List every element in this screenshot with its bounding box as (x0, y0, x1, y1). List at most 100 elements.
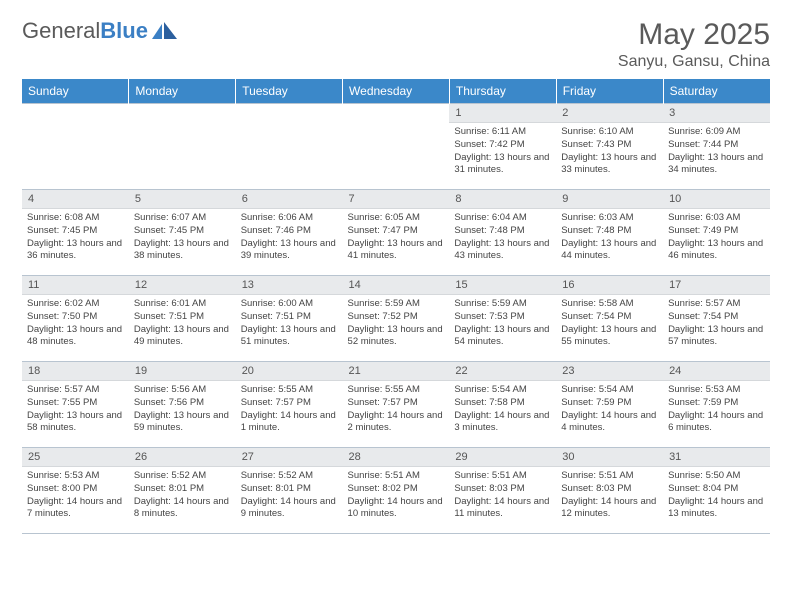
daylight-label: Daylight: (454, 496, 491, 507)
sunset-label: Sunset: (27, 311, 59, 322)
day-header: Tuesday (236, 79, 343, 104)
sunrise-label: Sunrise: (348, 212, 383, 223)
calendar-cell: .. (22, 104, 129, 190)
sunrise-label: Sunrise: (348, 470, 383, 481)
calendar-cell: 29Sunrise: 5:51 AMSunset: 8:03 PMDayligh… (449, 448, 556, 534)
calendar-cell: .. (343, 104, 450, 190)
sunrise-label: Sunrise: (454, 126, 489, 137)
sunrise-label: Sunrise: (27, 212, 62, 223)
daylight-label: Daylight: (241, 496, 278, 507)
day-number: 20 (236, 362, 343, 381)
calendar-cell: 1Sunrise: 6:11 AMSunset: 7:42 PMDaylight… (449, 104, 556, 190)
calendar-cell: 5Sunrise: 6:07 AMSunset: 7:45 PMDaylight… (129, 190, 236, 276)
calendar-cell: 2Sunrise: 6:10 AMSunset: 7:43 PMDaylight… (556, 104, 663, 190)
sunrise-label: Sunrise: (668, 212, 703, 223)
calendar-cell: 17Sunrise: 5:57 AMSunset: 7:54 PMDayligh… (663, 276, 770, 362)
daylight-label: Daylight: (348, 496, 385, 507)
day-number: 28 (343, 448, 450, 467)
daylight-label: Daylight: (241, 324, 278, 335)
sunrise-label: Sunrise: (561, 212, 596, 223)
sunrise-value: 5:55 AM (278, 384, 313, 395)
location-heading: Sanyu, Gansu, China (618, 53, 770, 71)
sunset-label: Sunset: (668, 139, 700, 150)
calendar-cell: 24Sunrise: 5:53 AMSunset: 7:59 PMDayligh… (663, 362, 770, 448)
day-details: Sunrise: 5:57 AMSunset: 7:54 PMDaylight:… (663, 295, 770, 353)
sunrise-label: Sunrise: (241, 384, 276, 395)
sunset-value: 7:56 PM (169, 397, 204, 408)
sunset-label: Sunset: (561, 483, 593, 494)
day-number: 9 (556, 190, 663, 209)
sunrise-value: 6:04 AM (492, 212, 527, 223)
sunrise-label: Sunrise: (134, 298, 169, 309)
sunrise-value: 6:10 AM (599, 126, 634, 137)
sunrise-label: Sunrise: (668, 470, 703, 481)
sunset-value: 7:51 PM (169, 311, 204, 322)
sunset-value: 8:01 PM (276, 483, 311, 494)
day-details: Sunrise: 5:55 AMSunset: 7:57 PMDaylight:… (343, 381, 450, 439)
day-details: Sunrise: 5:59 AMSunset: 7:53 PMDaylight:… (449, 295, 556, 353)
calendar-cell: 22Sunrise: 5:54 AMSunset: 7:58 PMDayligh… (449, 362, 556, 448)
sunrise-value: 5:52 AM (278, 470, 313, 481)
sunrise-value: 6:03 AM (599, 212, 634, 223)
logo-word-2: Blue (100, 18, 148, 44)
sunrise-label: Sunrise: (348, 298, 383, 309)
calendar-cell: 3Sunrise: 6:09 AMSunset: 7:44 PMDaylight… (663, 104, 770, 190)
calendar-cell: 26Sunrise: 5:52 AMSunset: 8:01 PMDayligh… (129, 448, 236, 534)
sunrise-value: 6:07 AM (171, 212, 206, 223)
sunset-value: 7:45 PM (169, 225, 204, 236)
sunset-value: 7:49 PM (703, 225, 738, 236)
sunset-value: 7:47 PM (382, 225, 417, 236)
sunrise-label: Sunrise: (561, 298, 596, 309)
daylight-label: Daylight: (561, 238, 598, 249)
calendar-page: GeneralBlue May 2025 Sanyu, Gansu, China… (0, 0, 792, 612)
day-header: Sunday (22, 79, 129, 104)
day-number: 10 (663, 190, 770, 209)
sunset-label: Sunset: (241, 397, 273, 408)
calendar-body: ........1Sunrise: 6:11 AMSunset: 7:42 PM… (22, 104, 770, 534)
sunrise-label: Sunrise: (241, 212, 276, 223)
sunset-value: 8:02 PM (382, 483, 417, 494)
sunset-label: Sunset: (134, 225, 166, 236)
day-details: Sunrise: 5:50 AMSunset: 8:04 PMDaylight:… (663, 467, 770, 525)
sunrise-label: Sunrise: (668, 384, 703, 395)
sunrise-value: 5:59 AM (385, 298, 420, 309)
daylight-label: Daylight: (134, 410, 171, 421)
day-header: Saturday (663, 79, 770, 104)
sunrise-label: Sunrise: (134, 212, 169, 223)
daylight-label: Daylight: (561, 324, 598, 335)
calendar-cell: 19Sunrise: 5:56 AMSunset: 7:56 PMDayligh… (129, 362, 236, 448)
calendar-cell: .. (129, 104, 236, 190)
day-details: Sunrise: 5:51 AMSunset: 8:03 PMDaylight:… (449, 467, 556, 525)
title-block: May 2025 Sanyu, Gansu, China (618, 18, 770, 71)
day-number: 19 (129, 362, 236, 381)
day-number: 24 (663, 362, 770, 381)
daylight-label: Daylight: (27, 238, 64, 249)
sunrise-value: 5:56 AM (171, 384, 206, 395)
sunset-label: Sunset: (454, 139, 486, 150)
sunrise-value: 6:05 AM (385, 212, 420, 223)
sunset-value: 7:55 PM (62, 397, 97, 408)
calendar-cell: 14Sunrise: 5:59 AMSunset: 7:52 PMDayligh… (343, 276, 450, 362)
day-header-row: SundayMondayTuesdayWednesdayThursdayFrid… (22, 79, 770, 104)
day-number: 29 (449, 448, 556, 467)
calendar-cell: 8Sunrise: 6:04 AMSunset: 7:48 PMDaylight… (449, 190, 556, 276)
sunrise-value: 5:57 AM (706, 298, 741, 309)
sunrise-value: 6:01 AM (171, 298, 206, 309)
sunrise-value: 5:57 AM (65, 384, 100, 395)
calendar-week: ........1Sunrise: 6:11 AMSunset: 7:42 PM… (22, 104, 770, 190)
sunset-label: Sunset: (348, 225, 380, 236)
day-number: 22 (449, 362, 556, 381)
sunset-value: 7:59 PM (596, 397, 631, 408)
day-details: Sunrise: 5:58 AMSunset: 7:54 PMDaylight:… (556, 295, 663, 353)
day-number: 30 (556, 448, 663, 467)
daylight-label: Daylight: (454, 410, 491, 421)
sunset-label: Sunset: (27, 225, 59, 236)
day-number: 27 (236, 448, 343, 467)
sunset-value: 7:54 PM (596, 311, 631, 322)
sunset-label: Sunset: (348, 311, 380, 322)
sunset-value: 7:51 PM (276, 311, 311, 322)
sunrise-value: 5:58 AM (599, 298, 634, 309)
day-number: 18 (22, 362, 129, 381)
day-number: 5 (129, 190, 236, 209)
calendar-cell: .. (236, 104, 343, 190)
